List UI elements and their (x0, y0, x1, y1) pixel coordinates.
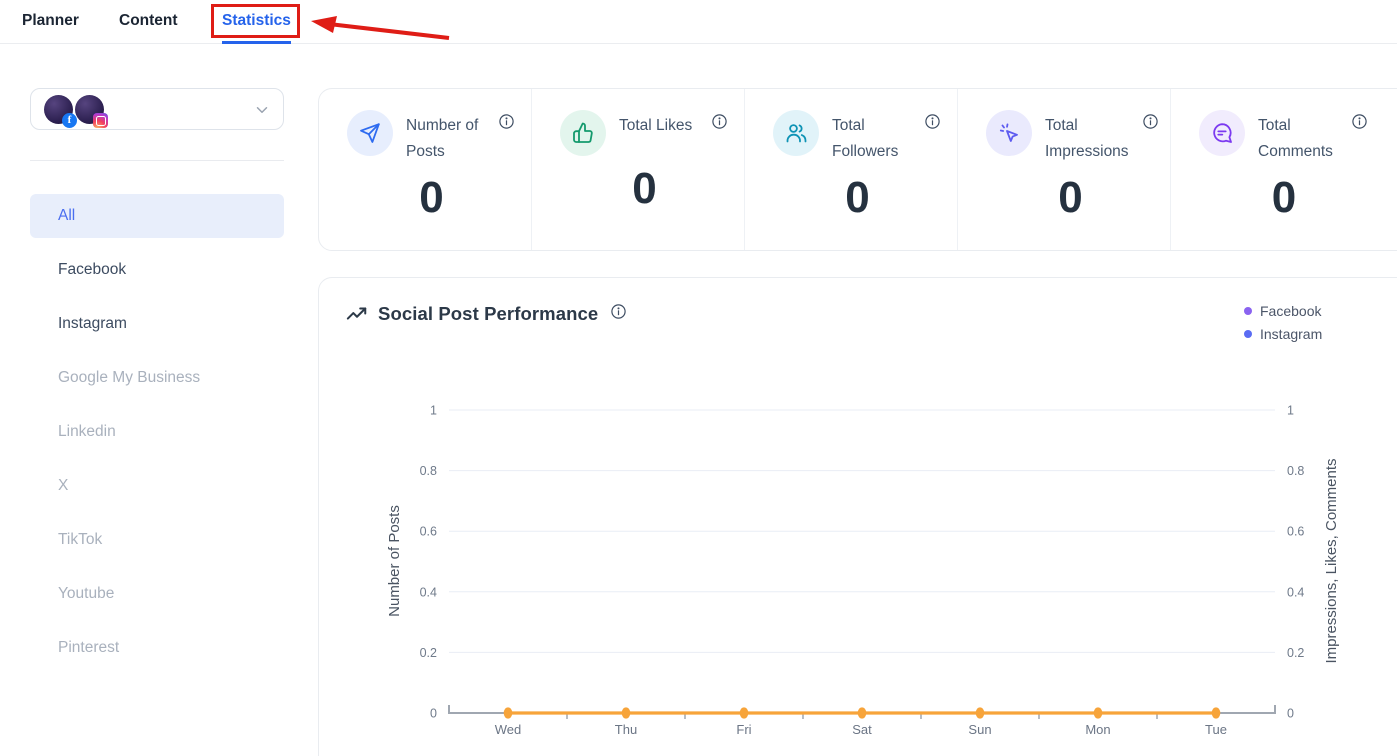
svg-text:0.6: 0.6 (1287, 525, 1304, 539)
social-post-performance-card: Social Post Performance Facebook Instagra… (318, 277, 1397, 756)
click-cursor-icon (986, 110, 1032, 156)
svg-text:0.2: 0.2 (1287, 646, 1304, 660)
legend-item-facebook[interactable]: Facebook (1244, 299, 1322, 322)
svg-text:0: 0 (1287, 707, 1294, 721)
stat-label: Total Impressions (1045, 117, 1129, 161)
stat-card-total-likes: Total Likes 0 (532, 89, 745, 250)
svg-text:Mon: Mon (1085, 722, 1110, 737)
avatar: f (44, 95, 77, 128)
stat-label: Total Likes (619, 117, 693, 134)
sidebar-item-google-my-business[interactable]: Google My Business (58, 369, 201, 386)
stats-summary-card: Number of Posts 0 Total Likes 0 Total Follow… (318, 88, 1397, 251)
info-icon[interactable] (610, 302, 627, 325)
svg-text:Tue: Tue (1205, 722, 1227, 737)
svg-text:0.2: 0.2 (420, 646, 437, 660)
stat-label: Total Comments (1258, 117, 1333, 161)
stat-value: 0 (632, 164, 656, 213)
network-filter-list: All Facebook Instagram Google My Business Li… (30, 194, 284, 680)
sidebar-item-pinterest[interactable]: Pinterest (58, 639, 120, 656)
sidebar-item-linkedin[interactable]: Linkedin (58, 423, 116, 440)
sidebar-divider (30, 160, 284, 161)
facebook-badge-icon: f (62, 113, 77, 128)
info-icon[interactable] (924, 110, 941, 165)
sidebar-item-tiktok[interactable]: TikTok (58, 531, 103, 548)
stat-value: 0 (845, 173, 869, 223)
svg-text:Sun: Sun (968, 722, 991, 737)
thumbs-up-icon (560, 110, 606, 156)
stat-label: Total Followers (832, 117, 899, 161)
svg-text:0.8: 0.8 (1287, 464, 1304, 478)
svg-text:Sat: Sat (852, 722, 872, 737)
sidebar-item-all[interactable]: All (30, 194, 284, 238)
chevron-down-icon (256, 107, 268, 113)
stat-card-number-of-posts: Number of Posts 0 (319, 89, 532, 250)
account-avatars: f (44, 95, 108, 128)
stat-card-total-comments: Total Comments 0 (1171, 89, 1384, 250)
svg-text:0.8: 0.8 (420, 464, 437, 478)
svg-text:0.6: 0.6 (420, 525, 437, 539)
sidebar-item-youtube[interactable]: Youtube (58, 585, 115, 602)
tab-content[interactable]: Content (119, 12, 178, 29)
info-icon[interactable] (1142, 110, 1159, 165)
svg-text:Number of Posts: Number of Posts (386, 505, 403, 617)
followers-icon (773, 110, 819, 156)
account-selector-dropdown[interactable]: f (30, 88, 284, 130)
tab-planner[interactable]: Planner (22, 12, 79, 29)
legend-dot-icon (1244, 306, 1252, 315)
instagram-badge-icon (93, 113, 108, 128)
sidebar-item-x[interactable]: X (58, 477, 69, 494)
legend-item-instagram[interactable]: Instagram (1244, 322, 1322, 345)
stat-card-total-impressions: Total Impressions 0 (958, 89, 1171, 250)
sidebar-item-facebook[interactable]: Facebook (58, 261, 127, 278)
top-nav: Planner Content Statistics (0, 0, 1397, 44)
svg-text:Wed: Wed (495, 722, 522, 737)
annotation-arrow-icon (311, 16, 450, 40)
svg-text:Thu: Thu (615, 722, 637, 737)
trending-up-icon (346, 303, 368, 325)
stat-value: 0 (1271, 173, 1296, 223)
paper-plane-icon (347, 110, 393, 156)
svg-text:1: 1 (430, 404, 437, 418)
legend-label: Instagram (1260, 325, 1323, 342)
svg-text:0.4: 0.4 (1287, 585, 1304, 599)
chat-bubble-icon (1199, 110, 1245, 156)
legend-dot-icon (1244, 329, 1252, 338)
svg-text:1: 1 (1287, 404, 1294, 418)
info-icon[interactable] (1351, 110, 1368, 165)
chart-legend: Facebook Instagram (1244, 299, 1322, 345)
stat-value: 0 (1058, 173, 1082, 223)
stat-value: 0 (419, 173, 443, 223)
legend-label: Facebook (1260, 302, 1322, 319)
svg-text:0: 0 (430, 707, 437, 721)
svg-text:0.4: 0.4 (420, 585, 437, 599)
sidebar-item-instagram[interactable]: Instagram (58, 315, 127, 332)
stat-card-total-followers: Total Followers 0 (745, 89, 958, 250)
info-icon[interactable] (498, 110, 515, 165)
svg-text:Impressions, Likes, Comments: Impressions, Likes, Comments (1323, 458, 1340, 663)
chart-title: Social Post Performance (378, 302, 599, 324)
svg-text:Fri: Fri (736, 722, 751, 737)
tab-statistics[interactable]: Statistics (222, 0, 291, 44)
stat-label: Number of Posts (406, 117, 479, 161)
info-icon[interactable] (711, 110, 728, 156)
avatar (75, 95, 108, 128)
